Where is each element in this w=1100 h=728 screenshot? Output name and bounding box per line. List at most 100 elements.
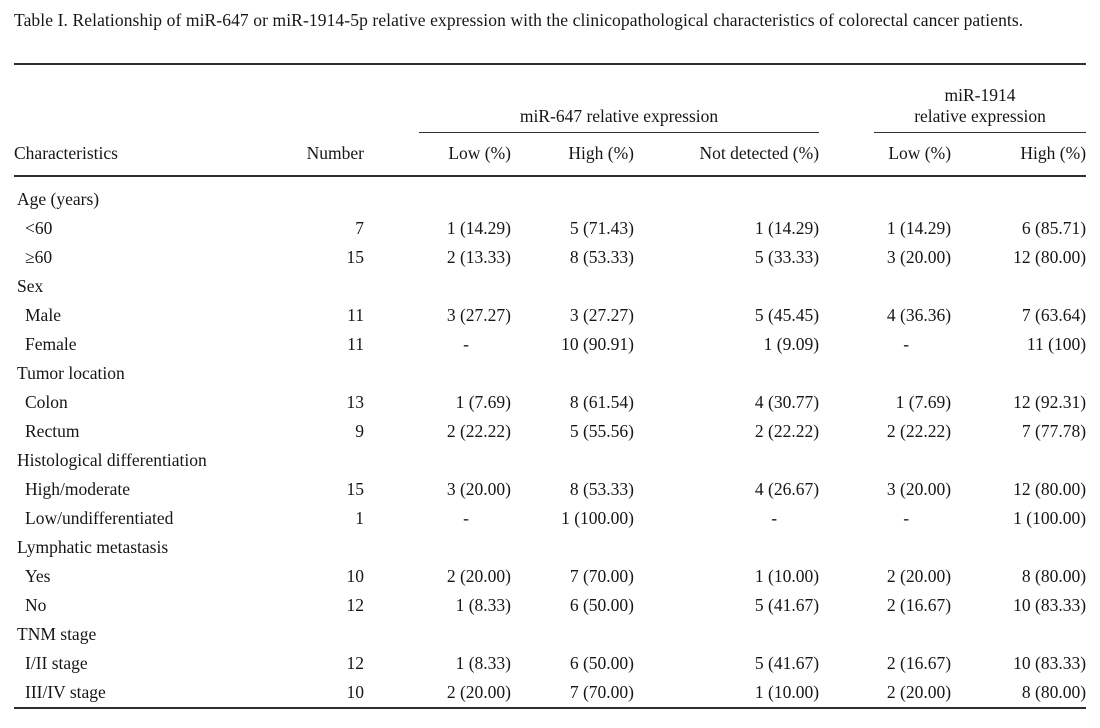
clinicopathological-table: miR-647 relative expression miR-1914 rel… xyxy=(14,63,1087,709)
number-cell: 15 xyxy=(346,247,365,267)
row-label: <60 xyxy=(25,218,53,238)
number-cell: 9 xyxy=(355,421,364,441)
table-row: Male 11 3 (27.27) 3 (27.27) 5 (45.45) 4 … xyxy=(14,301,1086,330)
row-label: Female xyxy=(25,334,77,354)
table-row: Rectum 9 2 (22.22) 5 (55.56) 2 (22.22) 2… xyxy=(14,417,1086,446)
cell: 12 (92.31) xyxy=(1013,392,1087,412)
row-label: Low/undifferentiated xyxy=(25,508,174,528)
cell: 8 (80.00) xyxy=(1021,682,1087,702)
number-cell: 13 xyxy=(346,392,365,412)
table-row: Colon 13 1 (7.69) 8 (61.54) 4 (30.77) 1 … xyxy=(14,388,1086,417)
table-row: III/IV stage 10 2 (20.00) 7 (70.00) 1 (1… xyxy=(14,678,1086,708)
table-header: miR-647 relative expression miR-1914 rel… xyxy=(14,64,1087,177)
number-cell: 11 xyxy=(347,305,364,325)
cell: 2 (16.67) xyxy=(886,653,952,673)
cell: 7 (63.64) xyxy=(1021,305,1087,325)
table-row: Low/undifferentiated 1 - 1 (100.00) - - … xyxy=(14,504,1086,533)
table-row: High/moderate 15 3 (20.00) 8 (53.33) 4 (… xyxy=(14,475,1086,504)
column-header-mir647-notdetected: Not detected (%) xyxy=(634,133,820,177)
cell: 5 (45.45) xyxy=(754,305,820,325)
number-cell: 10 xyxy=(346,566,365,586)
cell: 7 (77.78) xyxy=(1021,421,1087,441)
cell: 1 (8.33) xyxy=(455,595,511,615)
spacer-cell xyxy=(14,64,300,133)
row-label: III/IV stage xyxy=(25,682,106,702)
cell: 5 (41.67) xyxy=(754,595,820,615)
cell: 2 (20.00) xyxy=(886,566,952,586)
number-cell: 15 xyxy=(346,479,365,499)
cell: 6 (85.71) xyxy=(1021,218,1087,238)
cell: 2 (22.22) xyxy=(886,421,952,441)
cell: 6 (50.00) xyxy=(569,653,634,673)
cell: - xyxy=(903,508,910,528)
group-row: TNM stage xyxy=(17,624,97,644)
cell: 2 (13.33) xyxy=(446,247,511,267)
cell: - xyxy=(903,334,910,354)
cell: - xyxy=(463,334,469,354)
cell: 4 (36.36) xyxy=(886,305,952,325)
cell: 8 (80.00) xyxy=(1021,566,1087,586)
cell: 1 (100.00) xyxy=(561,508,634,528)
group-row: Tumor location xyxy=(17,363,125,383)
mir647-group-label: miR-647 relative expression xyxy=(419,106,820,133)
cell: 7 (70.00) xyxy=(569,566,634,586)
column-header-mir1914-low: Low (%) xyxy=(819,133,952,177)
column-header-number: Number xyxy=(300,133,364,177)
cell: 1 (7.69) xyxy=(895,392,952,412)
row-label: No xyxy=(25,595,47,615)
cell: 10 (83.33) xyxy=(1013,595,1087,615)
cell: 12 (80.00) xyxy=(1013,247,1087,267)
number-cell: 1 xyxy=(355,508,364,528)
row-label: Colon xyxy=(25,392,68,412)
mir647-group-header: miR-647 relative expression xyxy=(364,64,820,133)
cell: - xyxy=(771,508,778,528)
cell: 8 (61.54) xyxy=(569,392,634,412)
cell: 5 (33.33) xyxy=(754,247,820,267)
cell: 5 (71.43) xyxy=(569,218,634,238)
cell: 4 (30.77) xyxy=(754,392,820,412)
cell: 2 (22.22) xyxy=(446,421,511,441)
cell: 1 (10.00) xyxy=(754,566,820,586)
number-cell: 10 xyxy=(346,682,365,702)
cell: 6 (50.00) xyxy=(569,595,634,615)
group-row: Lymphatic metastasis xyxy=(17,537,169,557)
group-row: Histological differentiation xyxy=(17,450,207,470)
cell: 2 (22.22) xyxy=(754,421,820,441)
mir1914-group-header: miR-1914 relative expression xyxy=(819,64,1087,133)
cell: 3 (20.00) xyxy=(886,247,952,267)
cell: 4 (26.67) xyxy=(754,479,820,499)
group-row: Age (years) xyxy=(17,189,100,209)
number-cell: 12 xyxy=(346,595,365,615)
cell: 1 (14.29) xyxy=(886,218,952,238)
table-row: ≥60 15 2 (13.33) 8 (53.33) 5 (33.33) 3 (… xyxy=(14,243,1086,272)
cell: 10 (83.33) xyxy=(1013,653,1087,673)
mir1914-group-label: miR-1914 relative expression xyxy=(874,85,1087,133)
cell: 7 (70.00) xyxy=(569,682,634,702)
row-label: I/II stage xyxy=(25,653,88,673)
spanner-row: miR-647 relative expression miR-1914 rel… xyxy=(14,64,1087,133)
cell: 1 (10.00) xyxy=(754,682,820,702)
cell: 5 (41.67) xyxy=(754,653,820,673)
cell: 3 (20.00) xyxy=(886,479,952,499)
cell: 1 (14.29) xyxy=(754,218,820,238)
column-header-mir647-high: High (%) xyxy=(511,133,634,177)
number-cell: 7 xyxy=(355,218,364,238)
cell: 1 (9.09) xyxy=(763,334,820,354)
spacer-cell xyxy=(300,64,364,133)
row-label: Rectum xyxy=(25,421,80,441)
table-row: Female 11 - 10 (90.91) 1 (9.09) - 11 (10… xyxy=(14,330,1086,359)
cell: 3 (27.27) xyxy=(446,305,511,325)
row-label: Male xyxy=(25,305,61,325)
cell: 3 (27.27) xyxy=(569,305,634,325)
number-cell: 12 xyxy=(346,653,365,673)
cell: 2 (20.00) xyxy=(886,682,952,702)
table-title: Table I. Relationship of miR-647 or miR-… xyxy=(14,10,1024,30)
row-label: ≥60 xyxy=(25,247,53,267)
column-header-mir647-low: Low (%) xyxy=(364,133,511,177)
cell: - xyxy=(463,508,469,528)
table-body: Age (years) <60 7 1 (14.29) 5 (71.43) 1 … xyxy=(14,176,1086,708)
cell: 2 (20.00) xyxy=(446,682,511,702)
cell: 1 (8.33) xyxy=(455,653,511,673)
row-label: Yes xyxy=(25,566,51,586)
